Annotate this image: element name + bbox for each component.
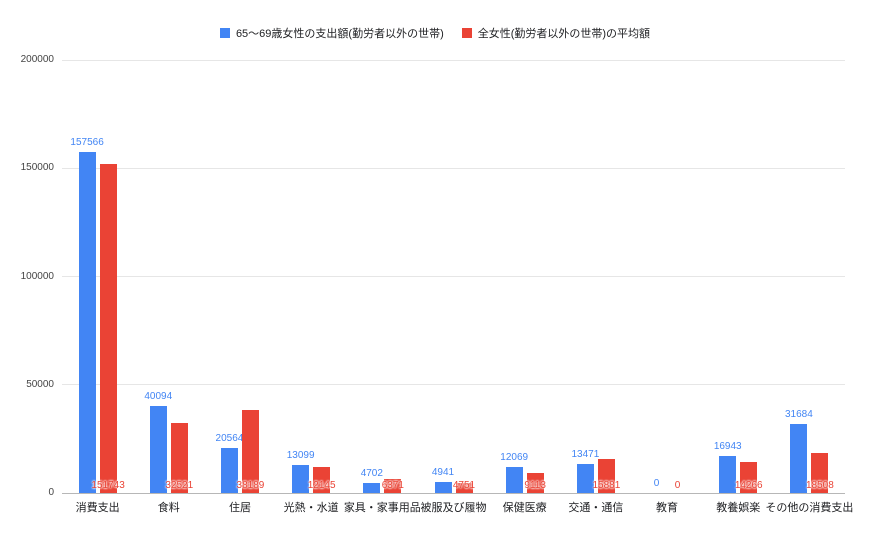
legend-item-series2: 全女性(勤労者以外の世帯)の平均額 [461, 25, 651, 41]
legend-swatch-series1-icon [219, 28, 230, 38]
y-tick-label: 50000 [26, 378, 54, 390]
legend-label-series1: 65〜69歳女性の支出額(勤労者以外の世帯) [235, 28, 444, 40]
y-gridline [62, 167, 845, 169]
bar-series2 [811, 453, 829, 493]
value-label-series2: 0 [674, 480, 681, 491]
bar-series1 [149, 406, 167, 493]
value-label-series2: 4751 [452, 480, 476, 491]
y-gridline [62, 384, 845, 386]
value-label-series1: 13471 [571, 449, 600, 460]
value-label-series2: 15881 [592, 480, 621, 491]
value-label-series1: 16943 [713, 441, 742, 452]
value-label-series2: 32521 [165, 480, 194, 491]
x-category-label: その他の消費支出 [765, 502, 854, 514]
bar-series2 [99, 164, 117, 493]
legend-swatch-series2-icon [461, 28, 472, 38]
x-category-label: 被服及び履物 [420, 502, 487, 514]
bar-series2 [526, 473, 544, 493]
value-label-series2: 12145 [307, 480, 336, 491]
bar-series2 [384, 479, 402, 493]
value-label-series1: 40094 [144, 391, 173, 402]
x-category-label: 教養娯楽 [716, 502, 761, 514]
value-label-series2: 14266 [734, 480, 763, 491]
bar-series1 [220, 448, 238, 493]
value-label-series2: 6371 [381, 480, 404, 491]
value-label-series1: 13099 [286, 450, 315, 461]
bar-series2 [597, 459, 615, 493]
x-category-label: 教育 [656, 502, 679, 514]
value-label-series2: 38189 [236, 480, 265, 491]
bar-series1 [434, 482, 452, 493]
value-label-series1: 157566 [70, 137, 104, 148]
legend-item-series1: 65〜69歳女性の支出額(勤労者以外の世帯) [219, 25, 444, 41]
x-category-label: 住居 [228, 502, 251, 514]
value-label-series1: 31684 [785, 409, 813, 420]
value-label-series1: 0 [653, 478, 660, 489]
value-label-series2: 9113 [524, 480, 546, 491]
bar-series2 [740, 462, 758, 493]
x-category-label: 消費支出 [75, 502, 120, 514]
bar-series2 [170, 423, 188, 493]
plot-area: 消費支出 157566 151743 食料 40094 32521 住居 20564 38189… [62, 59, 853, 514]
bar-series2 [455, 483, 473, 493]
bar-series2 [313, 467, 331, 493]
bar-series1 [719, 456, 737, 493]
x-category-label: 食料 [157, 502, 180, 514]
x-axis-baseline [62, 492, 845, 494]
bar-series1 [576, 464, 594, 493]
value-label-series1: 20564 [215, 433, 244, 444]
bar-series2 [241, 410, 259, 493]
value-label-series1: 12069 [500, 452, 529, 463]
x-category-label: 交通・通信 [568, 502, 624, 514]
chart-legend: 65〜69歳女性の支出額(勤労者以外の世帯) 全女性(勤労者以外の世帯)の平均額 [0, 25, 870, 41]
bar-series1 [292, 465, 310, 493]
y-tick-label: 200000 [20, 54, 54, 65]
x-category-label: 家具・家事用品 [343, 502, 421, 514]
x-category-label: 保健医療 [502, 502, 547, 514]
y-axis: 0 50000 100000 150000 200000 [0, 54, 54, 498]
y-tick-label: 150000 [20, 162, 54, 174]
value-label-series2: 18508 [806, 480, 834, 491]
value-label-series1: 4702 [360, 468, 383, 479]
bar-series1 [790, 424, 808, 493]
legend-label-series2: 全女性(勤労者以外の世帯)の平均額 [477, 28, 651, 40]
bar-series1 [505, 467, 523, 493]
value-label-series1: 4941 [431, 467, 455, 478]
y-tick-label: 0 [48, 487, 54, 498]
x-category-label: 光熱・水道 [283, 502, 339, 514]
y-tick-label: 100000 [20, 270, 54, 282]
y-gridline [62, 276, 845, 277]
value-label-series2: 151743 [91, 480, 125, 491]
bar-series1 [78, 152, 96, 493]
bar-series1 [363, 483, 381, 493]
y-gridline [62, 59, 845, 61]
